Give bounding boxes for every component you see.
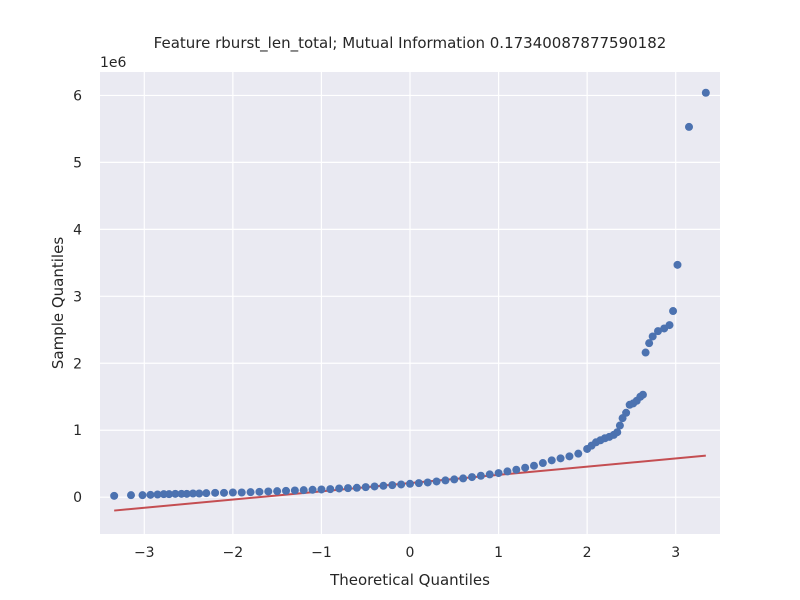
data-point: [530, 461, 538, 470]
data-point: [432, 477, 441, 486]
data-point: [512, 465, 521, 474]
data-point: [182, 489, 191, 498]
data-point: [645, 339, 654, 348]
data-point: [189, 489, 197, 498]
data-point: [701, 88, 710, 97]
data-point: [195, 489, 204, 498]
data-point: [669, 307, 678, 316]
y-axis-label: Sample Quantiles: [49, 237, 67, 369]
data-point: [654, 327, 662, 336]
data-point: [468, 473, 476, 482]
data-point: [450, 475, 459, 484]
x-tick-label: 2: [583, 545, 592, 561]
data-point: [361, 483, 370, 492]
data-point: [538, 459, 547, 468]
data-point: [406, 479, 414, 488]
data-point: [344, 484, 352, 493]
x-tick-label: 3: [671, 545, 680, 561]
data-point: [352, 483, 361, 492]
data-point: [574, 449, 583, 458]
y-tick-label: 2: [73, 356, 82, 372]
data-point: [503, 467, 512, 476]
data-point: [290, 486, 299, 495]
data-point: [459, 474, 468, 483]
data-point: [641, 348, 650, 357]
data-point: [171, 489, 180, 498]
data-point: [237, 488, 246, 497]
data-point: [673, 260, 682, 269]
data-point: [648, 332, 657, 341]
y-tick-labels: 0 1 2 3 4 5 6: [73, 88, 82, 506]
x-tick-labels: −3 −2 −1 0 1 2 3: [134, 545, 680, 561]
data-points: [110, 88, 710, 500]
data-point: [521, 463, 530, 472]
y-tick-label: 0: [73, 490, 82, 506]
x-tick-label: −1: [311, 545, 332, 561]
data-point: [282, 486, 290, 495]
data-point: [485, 470, 494, 479]
chart-title: Feature rburst_len_total; Mutual Informa…: [154, 34, 667, 53]
data-point: [565, 452, 574, 461]
y-tick-label: 6: [73, 88, 82, 104]
data-point: [146, 490, 155, 499]
data-point: [317, 485, 326, 494]
data-point: [246, 488, 255, 497]
y-tick-label: 5: [73, 155, 82, 171]
data-point: [211, 488, 220, 497]
y-tick-label: 3: [73, 289, 82, 305]
data-point: [476, 471, 485, 480]
data-point: [414, 479, 423, 488]
data-point: [615, 421, 624, 430]
y-tick-label: 1: [73, 423, 82, 439]
data-point: [127, 491, 135, 500]
data-point: [622, 408, 631, 417]
data-point: [388, 481, 397, 490]
data-point: [370, 482, 379, 491]
y-tick-label: 4: [73, 222, 82, 238]
data-point: [228, 488, 237, 497]
x-tick-label: 1: [494, 545, 503, 561]
data-point: [110, 491, 119, 500]
data-point: [273, 487, 282, 496]
data-point: [379, 481, 388, 490]
y-axis-offset-label: 1e6: [100, 55, 127, 71]
data-point: [556, 454, 565, 463]
data-point: [264, 487, 273, 496]
data-point: [685, 122, 693, 131]
data-point: [299, 486, 308, 495]
data-point: [202, 489, 211, 498]
data-point: [153, 490, 162, 499]
x-tick-label: 0: [406, 545, 415, 561]
data-point: [326, 485, 335, 494]
grid-lines: [100, 72, 720, 534]
data-point: [397, 480, 406, 489]
data-point: [613, 428, 622, 437]
data-point: [494, 469, 503, 478]
data-point: [138, 491, 147, 500]
data-point: [165, 490, 174, 499]
data-point: [220, 488, 228, 497]
data-point: [547, 456, 556, 465]
x-tick-label: −2: [223, 545, 244, 561]
data-point: [423, 478, 432, 487]
x-axis-label: Theoretical Quantiles: [329, 571, 490, 589]
x-tick-label: −3: [134, 545, 155, 561]
data-point: [638, 390, 647, 399]
data-point: [441, 476, 450, 485]
data-point: [308, 485, 317, 494]
data-point: [335, 484, 344, 493]
data-point: [255, 487, 264, 496]
data-point: [665, 321, 674, 330]
